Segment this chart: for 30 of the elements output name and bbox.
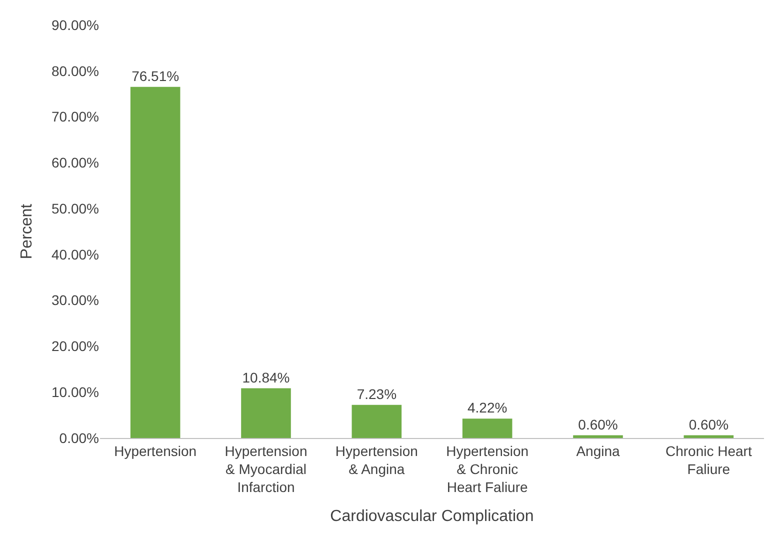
x-tick-label: Hypertension xyxy=(114,442,197,459)
x-axis-title: Cardiovascular Complication xyxy=(330,508,534,525)
y-tick-label: 30.00% xyxy=(52,292,99,308)
data-label: 10.84% xyxy=(242,369,290,386)
bar xyxy=(352,404,402,438)
x-tick-label: Hypertension & Angina xyxy=(335,442,418,477)
x-tick-label: Chronic Heart Faliure xyxy=(665,442,752,477)
bar xyxy=(573,435,623,438)
data-label: 0.60% xyxy=(578,416,618,432)
y-tick-label: 0.00% xyxy=(59,430,99,446)
bar xyxy=(462,418,512,438)
y-axis-title: Percent xyxy=(18,203,36,260)
y-tick-label: 50.00% xyxy=(52,200,99,216)
x-tick-label: Hypertension & Chronic Heart Faliure xyxy=(446,442,529,496)
y-tick-label: 20.00% xyxy=(52,338,99,354)
bar xyxy=(684,435,734,438)
y-tick-label: 70.00% xyxy=(52,108,99,125)
data-label: 4.22% xyxy=(467,400,508,416)
y-tick-label: 40.00% xyxy=(52,246,99,262)
bar xyxy=(241,388,291,438)
y-tick-label: 60.00% xyxy=(52,154,99,171)
y-tick-label: 90.00% xyxy=(52,16,99,33)
x-tick-label: Angina xyxy=(576,442,620,459)
x-tick-label: Hypertension & Myocardial Infarction xyxy=(224,442,308,496)
data-label: 76.51% xyxy=(132,68,180,84)
y-tick-label: 10.00% xyxy=(52,384,99,400)
bar xyxy=(130,86,180,438)
y-tick-label: 80.00% xyxy=(52,62,99,79)
data-label: 0.60% xyxy=(688,416,729,432)
data-label: 7.23% xyxy=(356,386,397,402)
